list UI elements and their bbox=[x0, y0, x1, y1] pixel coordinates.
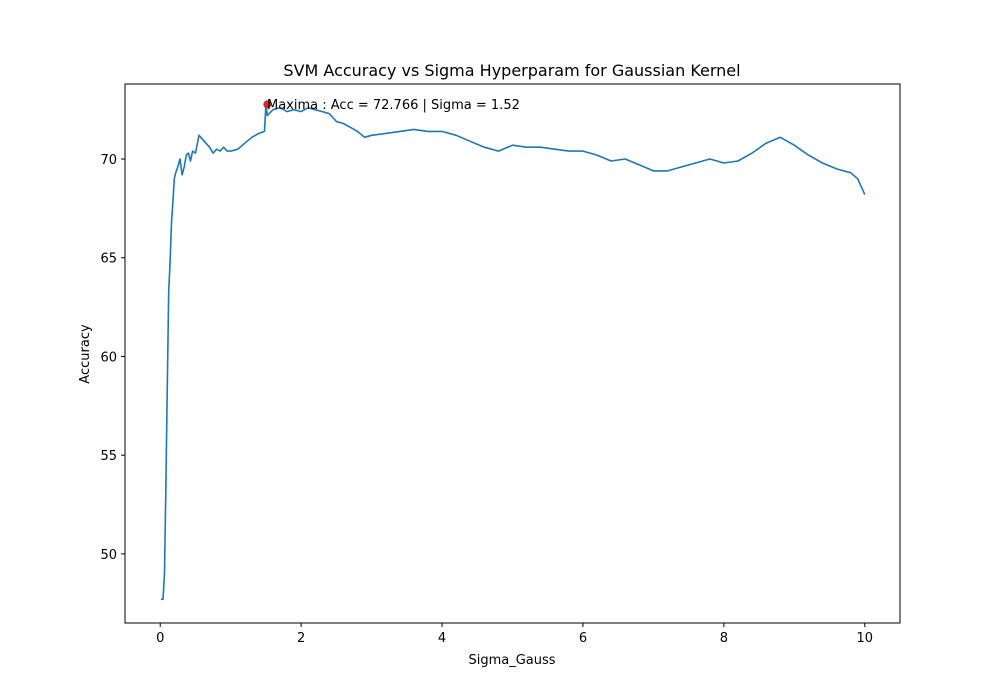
series-line-0 bbox=[160, 103, 866, 601]
plot-area bbox=[160, 100, 866, 601]
x-tick-label: 8 bbox=[720, 631, 728, 646]
x-tick-label: 2 bbox=[297, 631, 305, 646]
y-tick-label: 70 bbox=[100, 153, 117, 168]
x-tick-label: 10 bbox=[856, 631, 873, 646]
y-tick-label: 50 bbox=[100, 548, 117, 563]
x-axis-label: Sigma_Gauss bbox=[468, 653, 555, 668]
x-tick-label: 0 bbox=[156, 631, 164, 646]
x-tick-label: 6 bbox=[579, 631, 587, 646]
y-tick-label: 60 bbox=[100, 350, 117, 365]
axis-ticks: 0 2 4 6 8 10 50 55 60 65 70 bbox=[100, 153, 873, 646]
y-tick-label: 55 bbox=[100, 449, 117, 464]
x-tick-label: 4 bbox=[438, 631, 446, 646]
y-tick-label: 65 bbox=[100, 252, 117, 267]
chart-title: SVM Accuracy vs Sigma Hyperparam for Gau… bbox=[283, 61, 740, 80]
maxima-annotation: Maxima : Acc = 72.766 | Sigma = 1.52 bbox=[267, 98, 520, 113]
y-axis-label: Accuracy bbox=[78, 324, 93, 384]
maxima-point bbox=[263, 100, 272, 109]
plot-frame bbox=[124, 83, 901, 624]
